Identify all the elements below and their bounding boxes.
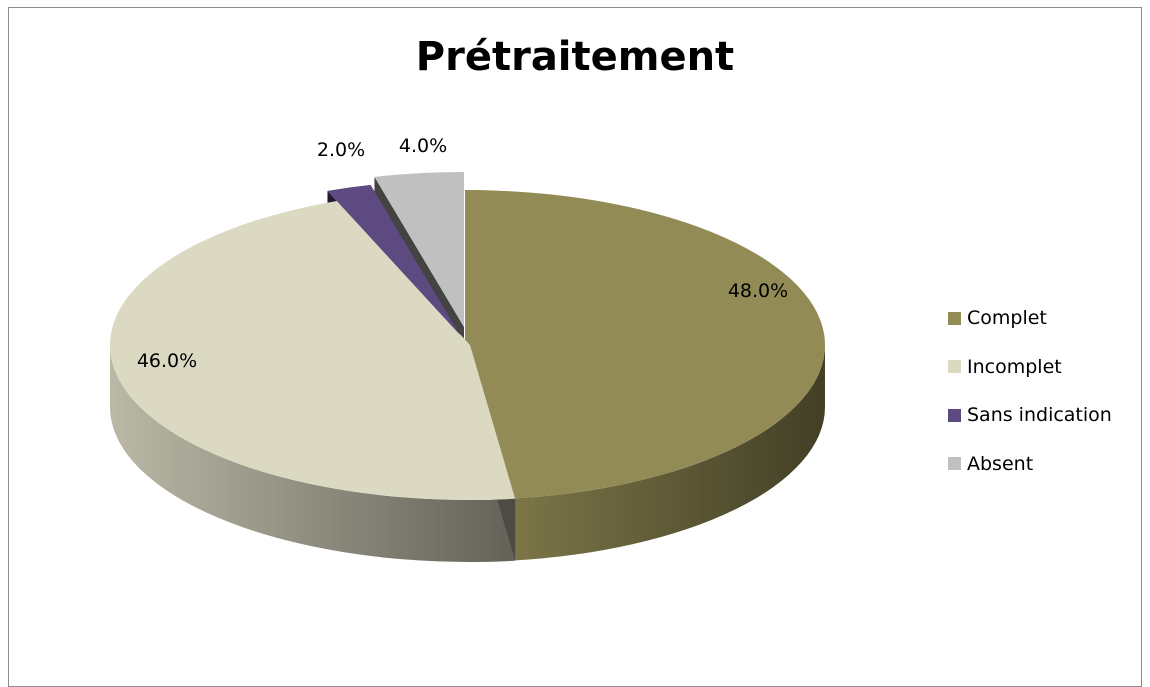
legend-item-incomplet: Incomplet <box>948 343 1112 392</box>
legend-label: Incomplet <box>967 355 1062 378</box>
legend-swatch <box>948 311 961 325</box>
pie-slice-sans-indication <box>327 184 460 335</box>
pie-slice-complet <box>465 190 825 499</box>
pie-slice-side <box>510 345 825 561</box>
pie-chart: 48.0% 46.0% 2.0% 4.0% <box>110 135 825 562</box>
legend-label: Complet <box>967 307 1047 330</box>
legend-swatch <box>948 408 961 422</box>
chart-title: Prétraitement <box>415 34 735 80</box>
legend-swatch <box>948 457 961 471</box>
data-label: 4.0% <box>399 135 447 157</box>
data-label: 48.0% <box>728 280 788 302</box>
pie-slice-side <box>110 345 516 562</box>
data-label: 2.0% <box>317 139 365 161</box>
legend: Complet Incomplet Sans indication Absent <box>948 294 1112 488</box>
pie-slice-incomplet <box>110 200 516 500</box>
legend-swatch <box>948 360 961 374</box>
data-label: 46.0% <box>137 350 197 372</box>
legend-item-absent: Absent <box>948 440 1112 489</box>
legend-label: Sans indication <box>967 404 1112 427</box>
legend-label: Absent <box>967 452 1034 475</box>
pie-slice-absent <box>374 172 464 327</box>
legend-item-sans-indication: Sans indication <box>948 391 1112 440</box>
legend-item-complet: Complet <box>948 294 1112 343</box>
